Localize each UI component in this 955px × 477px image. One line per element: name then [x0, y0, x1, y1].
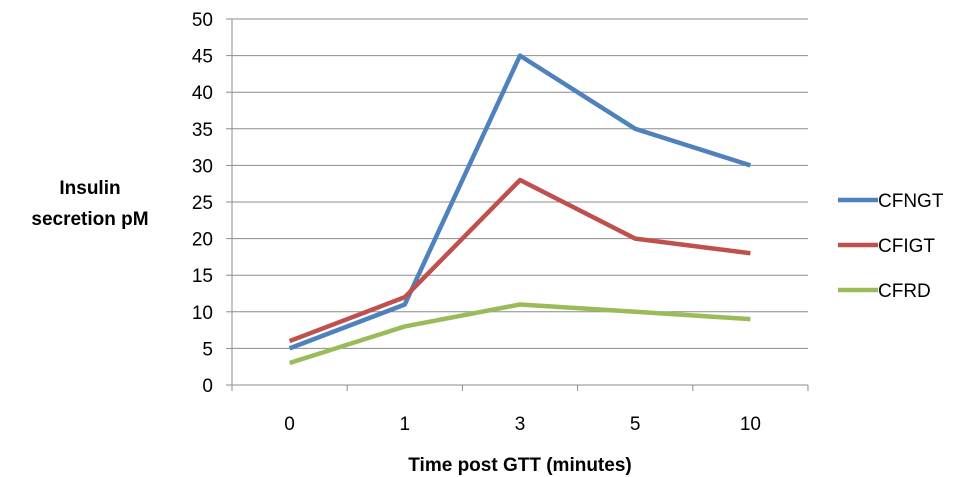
y-tick-label: 0: [202, 376, 213, 397]
series-lines: [288, 53, 752, 366]
y-tick-label: 5: [202, 339, 213, 360]
y-tick-label: 15: [192, 266, 213, 287]
y-axis-title-line-2: secretion pM: [31, 209, 148, 230]
legend-label-cfigt: CFIGT: [878, 236, 935, 257]
y-tick-label: 35: [192, 120, 213, 141]
y-tick-label: 40: [192, 83, 213, 104]
y-tick-label: 10: [192, 303, 213, 324]
x-axis-ticks: 0 1 3 5 10: [231, 385, 809, 435]
series-line-cfrd: [288, 302, 751, 366]
x-tick-label: 3: [515, 414, 526, 435]
y-axis-title-line-1: Insulin: [59, 178, 120, 199]
legend: CFNGT CFIGT CFRD: [838, 191, 944, 302]
y-tick-label: 50: [192, 10, 213, 31]
x-axis-title: Time post GTT (minutes): [408, 455, 631, 476]
series-line-cfigt: [288, 177, 751, 344]
x-tick-label: 5: [630, 414, 641, 435]
legend-label-cfngt: CFNGT: [878, 191, 944, 212]
y-axis-ticks: 0 5 10 15 20 25 30 35 40 45 50: [192, 10, 232, 397]
x-tick-label: 1: [400, 414, 411, 435]
y-tick-label: 45: [192, 47, 213, 68]
gridlines: [232, 18, 808, 349]
y-tick-label: 20: [192, 230, 213, 251]
x-tick-label: 0: [284, 414, 295, 435]
y-tick-label: 30: [192, 156, 213, 177]
series-line-cfngt: [288, 53, 752, 351]
legend-label-cfrd: CFRD: [878, 281, 931, 302]
y-tick-label: 25: [192, 193, 213, 214]
x-tick-label: 10: [740, 414, 761, 435]
